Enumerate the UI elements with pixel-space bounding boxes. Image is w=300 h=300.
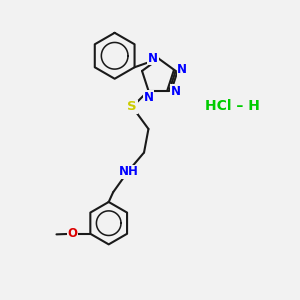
Text: HCl – H: HCl – H — [205, 99, 260, 113]
Text: O: O — [68, 227, 78, 240]
Text: N: N — [171, 85, 181, 98]
Text: NH: NH — [119, 165, 139, 178]
Text: S: S — [128, 100, 137, 113]
Text: N: N — [148, 52, 158, 64]
Text: N: N — [143, 91, 153, 104]
Text: N: N — [177, 63, 187, 76]
